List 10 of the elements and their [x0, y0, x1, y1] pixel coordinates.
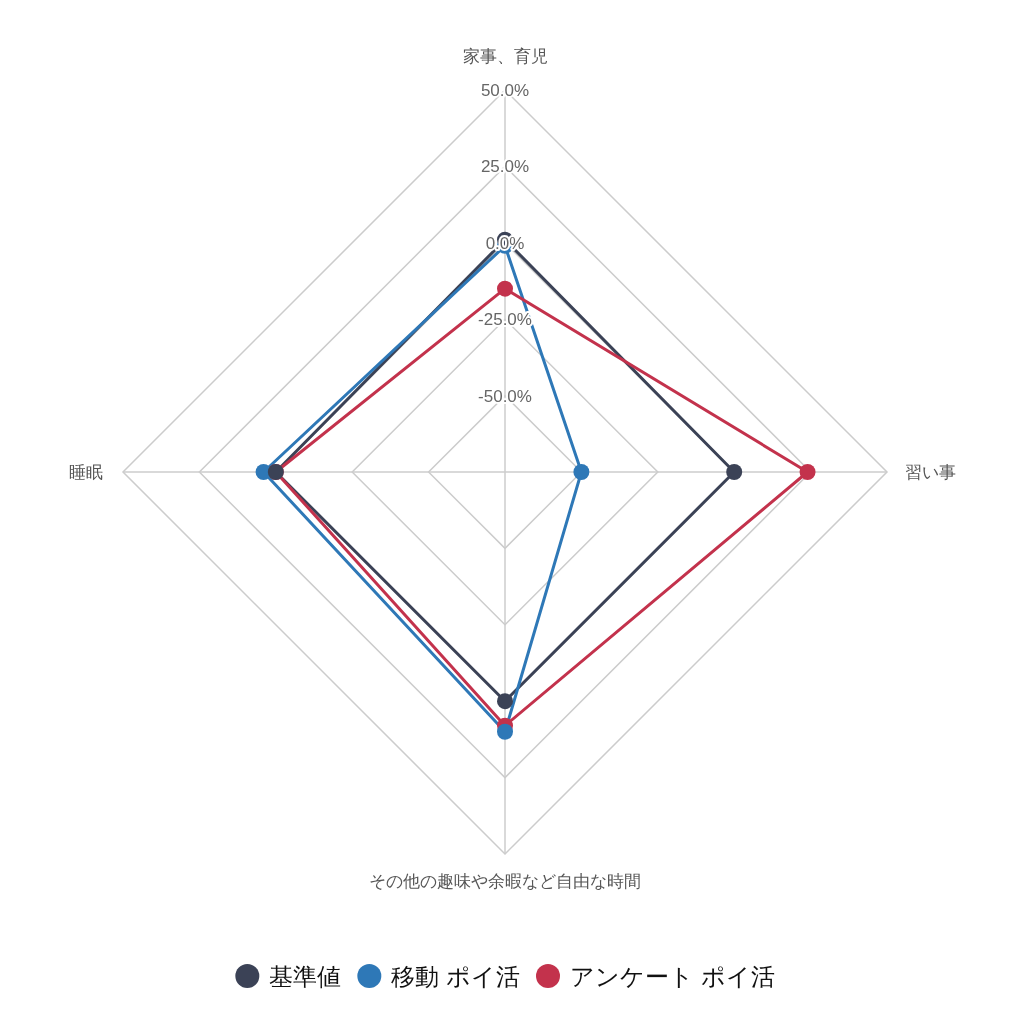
legend-label: 移動 ポイ活 — [391, 963, 520, 990]
y-tick-label: 50.0% — [480, 81, 530, 100]
legend-label: 基準値 — [269, 963, 342, 990]
y-tick-label: -50.0% — [478, 386, 532, 406]
spoke-label: その他の趣味や余暇など自由な時間 — [369, 872, 641, 891]
legend-label: アンケート ポイ活 — [570, 963, 775, 990]
spoke-label: 家事、育児 — [462, 47, 548, 66]
spoke-label: 睡眠 — [69, 463, 103, 482]
y-tick-label: 25.0% — [480, 157, 530, 177]
spoke-label: 習い事 — [905, 463, 956, 482]
